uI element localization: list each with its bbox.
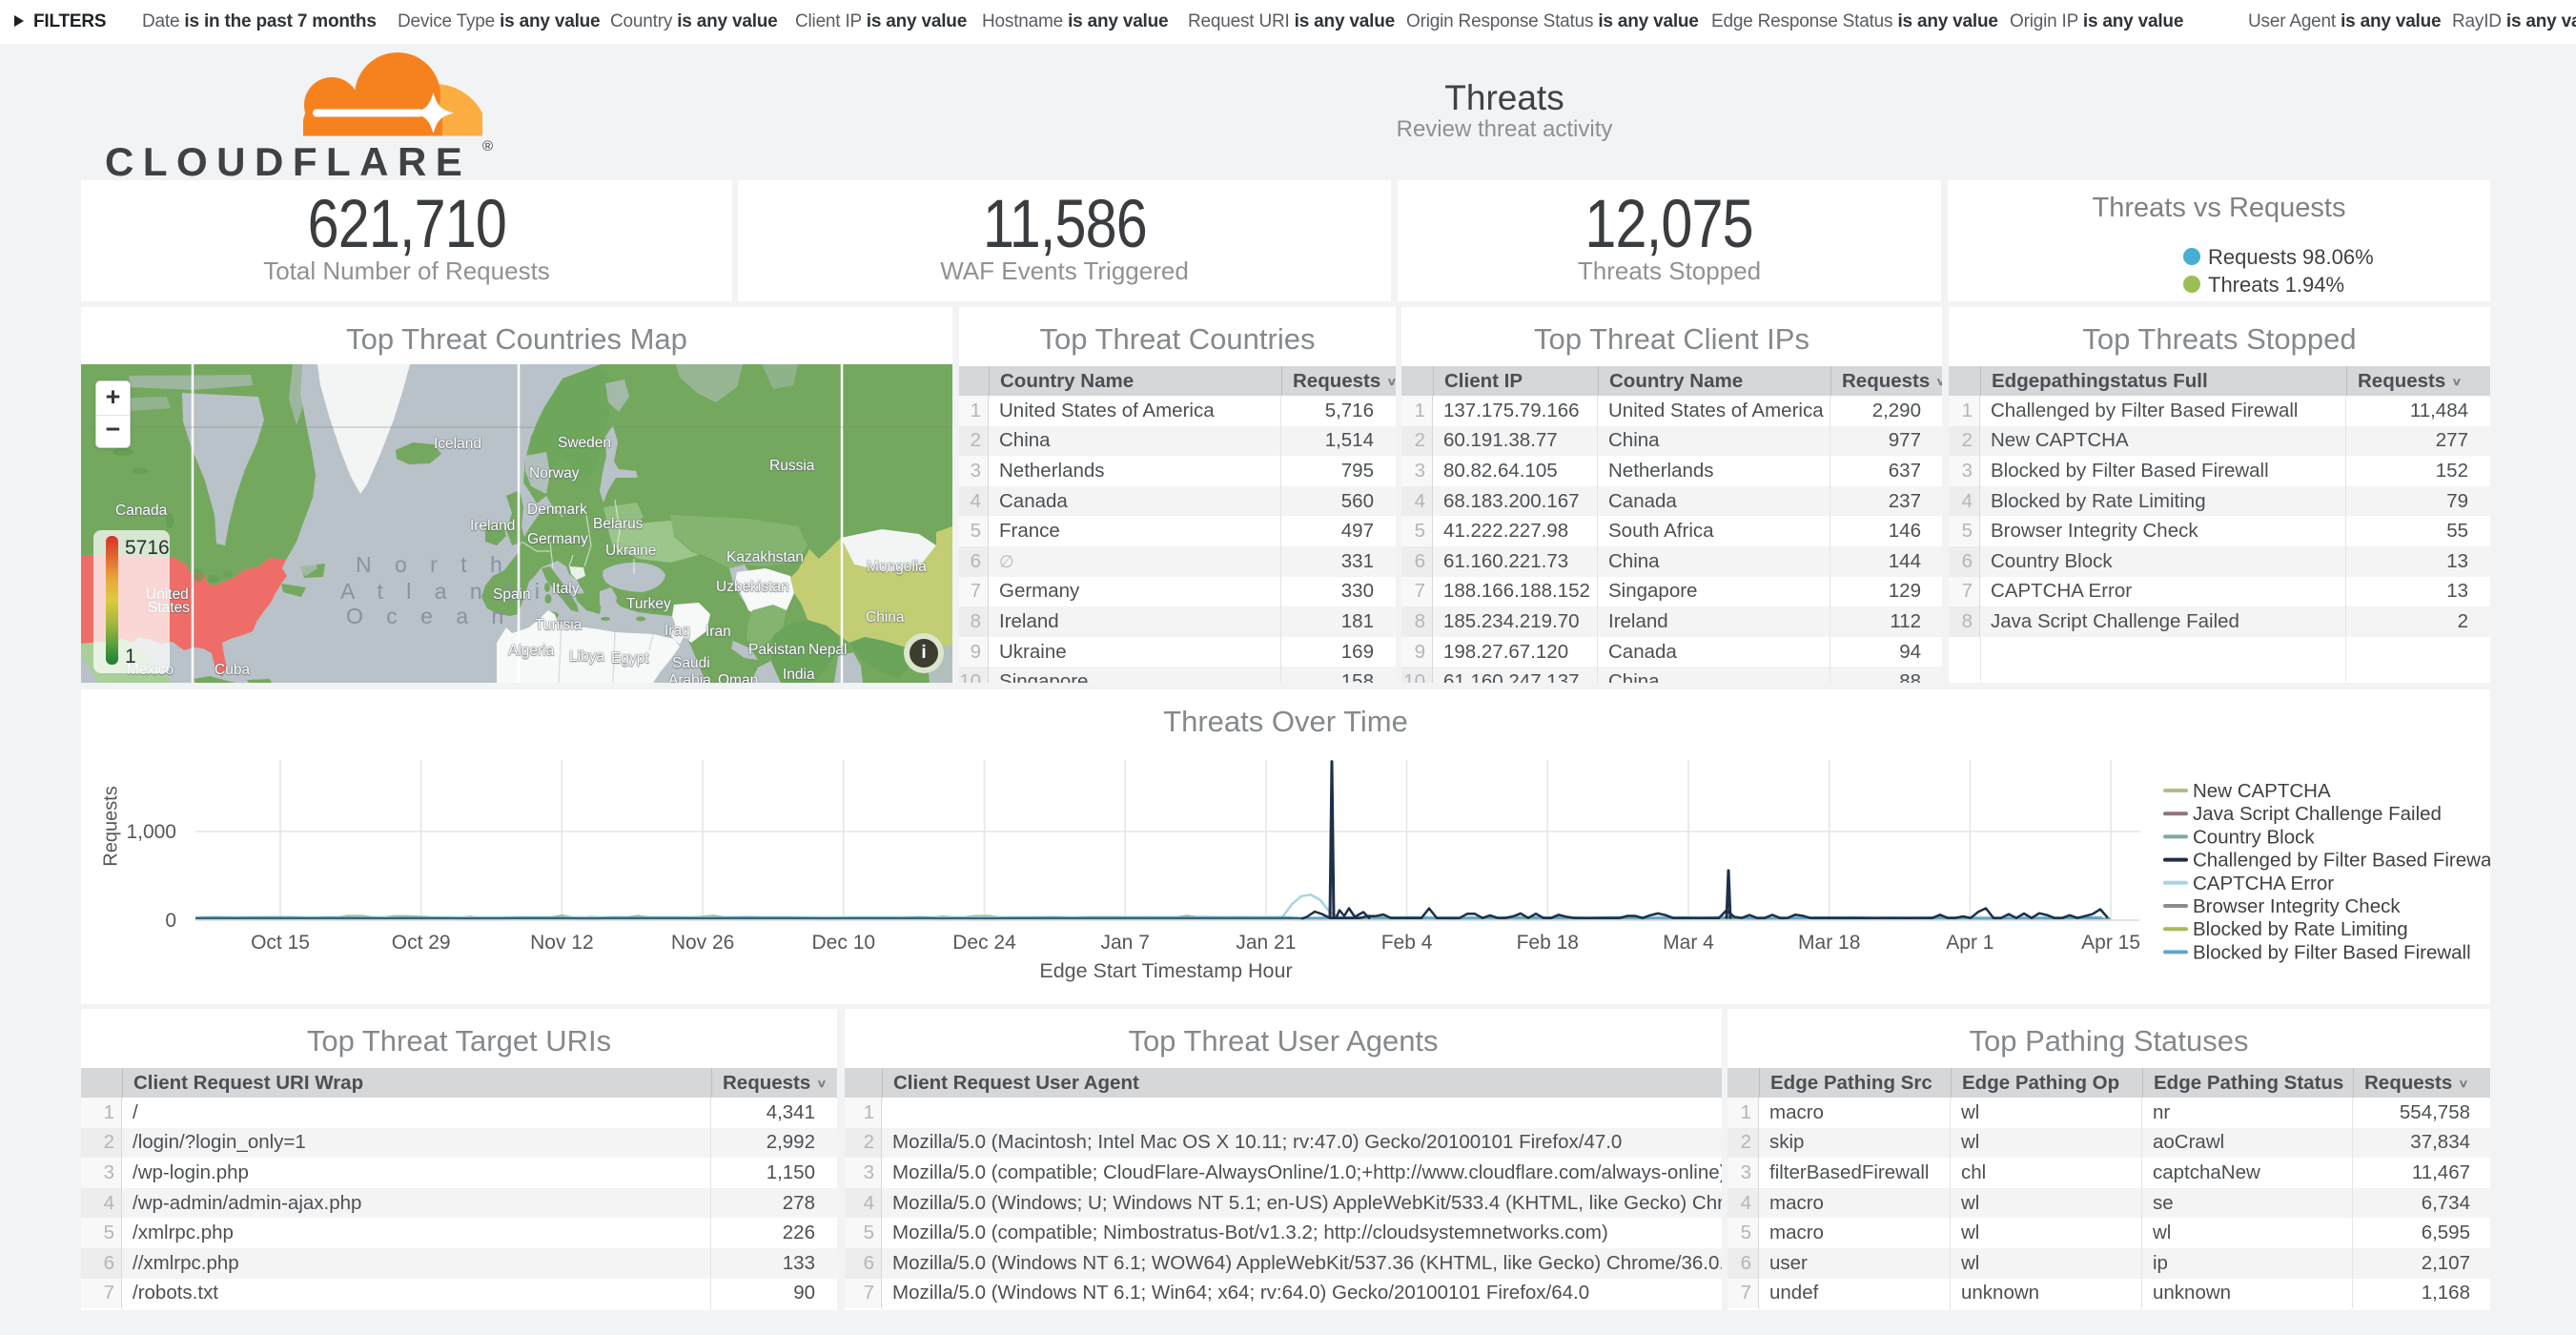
svg-text:Apr 1: Apr 1 <box>1946 932 1993 954</box>
svg-text:Mar 18: Mar 18 <box>1798 932 1860 954</box>
svg-text:1,000: 1,000 <box>126 821 176 843</box>
svg-text:Mar 4: Mar 4 <box>1663 932 1714 954</box>
svg-text:Challenged by Filter Based Fir: Challenged by Filter Based Firewall <box>2193 850 2490 872</box>
svg-text:Oct 29: Oct 29 <box>392 932 451 954</box>
svg-text:CLOUDFLARE: CLOUDFLARE <box>105 139 471 181</box>
svg-text:®: ® <box>482 138 493 154</box>
svg-text:Jan 21: Jan 21 <box>1236 932 1296 954</box>
svg-text:Feb 18: Feb 18 <box>1517 932 1579 954</box>
svg-text:0: 0 <box>165 910 176 932</box>
svg-text:Dec 10: Dec 10 <box>812 932 876 954</box>
svg-text:Apr 15: Apr 15 <box>2081 932 2140 954</box>
svg-text:A t l a n t i c: A t l a n t i c <box>340 579 583 604</box>
svg-text:CAPTCHA Error: CAPTCHA Error <box>2193 873 2334 894</box>
svg-text:Nov 12: Nov 12 <box>530 932 594 954</box>
svg-text:Nov 26: Nov 26 <box>671 932 735 954</box>
svg-text:Blocked by Rate Limiting: Blocked by Rate Limiting <box>2193 918 2408 940</box>
svg-text:Country Block: Country Block <box>2193 826 2315 848</box>
svg-text:Jan 7: Jan 7 <box>1101 932 1150 954</box>
svg-text:Browser Integrity Check: Browser Integrity Check <box>2193 895 2401 917</box>
svg-text:O c e a n: O c e a n <box>346 604 512 628</box>
svg-text:Dec 24: Dec 24 <box>952 932 1016 954</box>
svg-text:Oct 15: Oct 15 <box>251 932 310 954</box>
svg-text:Edge Start Timestamp Hour: Edge Start Timestamp Hour <box>1039 959 1292 982</box>
svg-text:N o r t h: N o r t h <box>356 552 511 577</box>
svg-text:Blocked by Filter Based Firewa: Blocked by Filter Based Firewall <box>2193 941 2471 963</box>
svg-text:New CAPTCHA: New CAPTCHA <box>2193 780 2331 802</box>
svg-text:Java Script Challenge Failed: Java Script Challenge Failed <box>2193 803 2442 825</box>
svg-text:Feb 4: Feb 4 <box>1381 932 1433 954</box>
